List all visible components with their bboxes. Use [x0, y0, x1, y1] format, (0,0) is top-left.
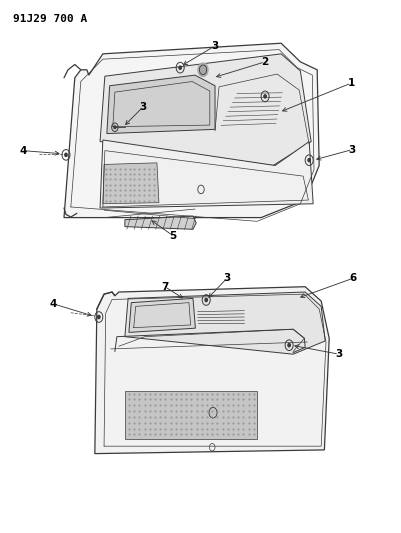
Text: 1: 1: [347, 78, 354, 88]
Polygon shape: [125, 391, 257, 439]
Circle shape: [113, 126, 115, 128]
Polygon shape: [129, 298, 195, 333]
Circle shape: [97, 316, 100, 319]
Text: 4: 4: [49, 298, 56, 309]
Polygon shape: [95, 287, 328, 454]
Text: 3: 3: [335, 349, 342, 359]
Circle shape: [263, 95, 265, 98]
Polygon shape: [125, 292, 324, 354]
Text: 6: 6: [349, 273, 356, 283]
Circle shape: [307, 159, 310, 162]
Polygon shape: [100, 54, 310, 165]
Text: 2: 2: [261, 57, 268, 67]
Polygon shape: [125, 216, 196, 229]
Circle shape: [197, 63, 208, 77]
Circle shape: [287, 344, 290, 347]
Polygon shape: [107, 75, 215, 134]
Text: 3: 3: [139, 102, 146, 112]
Circle shape: [65, 154, 67, 157]
Polygon shape: [64, 43, 318, 217]
Text: 3: 3: [223, 273, 230, 283]
Text: 3: 3: [348, 144, 355, 155]
Text: 91J29 700 A: 91J29 700 A: [13, 14, 87, 24]
Polygon shape: [103, 163, 158, 204]
Circle shape: [178, 66, 181, 69]
Polygon shape: [100, 140, 312, 208]
Text: 7: 7: [161, 282, 168, 292]
Text: 5: 5: [169, 231, 176, 241]
Text: 4: 4: [19, 146, 26, 156]
Text: 3: 3: [211, 41, 218, 51]
Circle shape: [205, 298, 207, 302]
